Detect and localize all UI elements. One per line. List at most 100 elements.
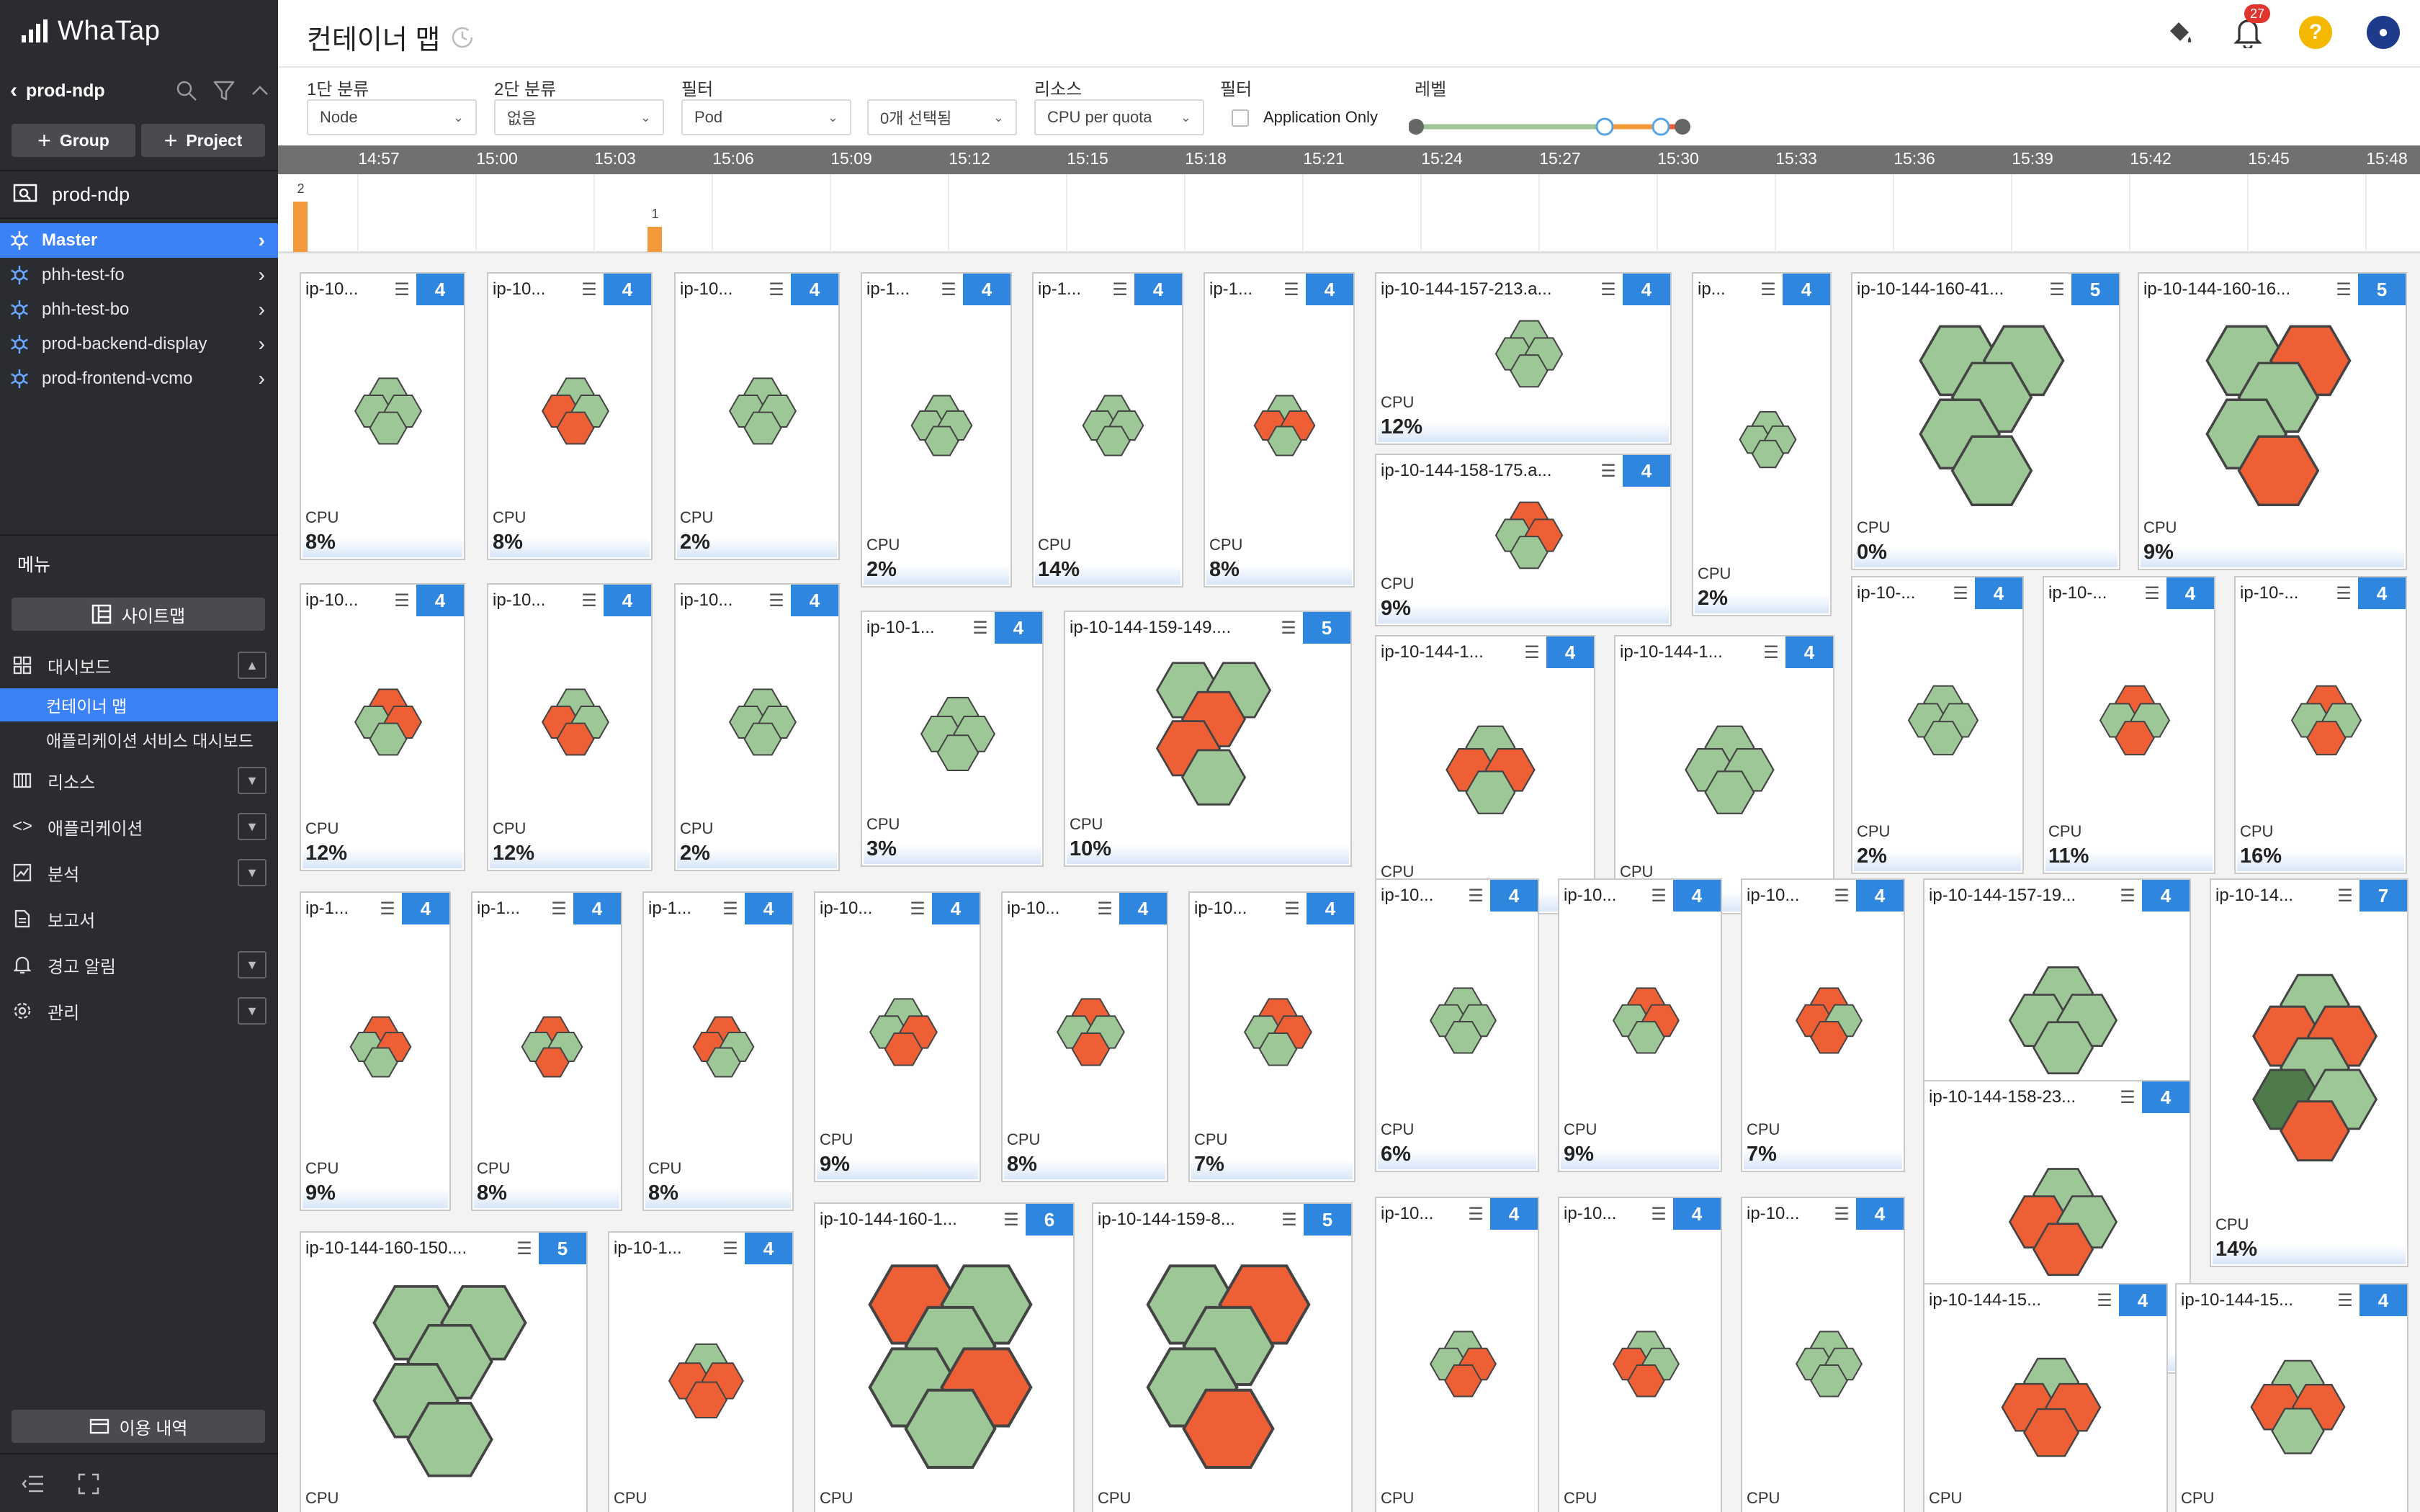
list-icon[interactable]: ☰ bbox=[1097, 899, 1113, 919]
node-name[interactable]: ip-10... bbox=[493, 590, 546, 610]
list-icon[interactable]: ☰ bbox=[1760, 279, 1776, 300]
menu-application[interactable]: <> 애플리케이션 ▼ bbox=[0, 809, 278, 844]
pod-hexagon[interactable] bbox=[743, 411, 782, 445]
node-card[interactable]: ip-10... ☰ 4 CPU 2% bbox=[674, 272, 840, 560]
pod-hexagon[interactable] bbox=[1626, 1020, 1665, 1054]
pod-hexagon-cluster[interactable] bbox=[1429, 986, 1497, 1060]
node-card[interactable]: ip-10-144-1... ☰ 4 CPU 2% bbox=[1614, 635, 1834, 914]
node-card[interactable]: ip-10-144-160-41... ☰ 5 CPU 0% bbox=[1851, 272, 2120, 570]
pod-hexagon[interactable] bbox=[2032, 1223, 2094, 1276]
pod-hexagon-cluster[interactable] bbox=[1907, 683, 1979, 762]
node-card[interactable]: ip-10-144-159-8... ☰ 5 CPU 13% bbox=[1092, 1202, 1353, 1512]
node-name[interactable]: ip-10-144-159-8... bbox=[1098, 1210, 1235, 1229]
node-card[interactable]: ip-10... ☰ 4 CPU 9% bbox=[1558, 878, 1722, 1172]
node-name[interactable]: ip-10-... bbox=[2240, 583, 2299, 603]
node-name[interactable]: ip-10-14... bbox=[2215, 886, 2294, 905]
collapse-sidebar-icon[interactable] bbox=[22, 1474, 45, 1494]
list-icon[interactable]: ☰ bbox=[1281, 618, 1296, 638]
chevron-right-icon[interactable]: › bbox=[258, 333, 265, 355]
pod-hexagon-cluster[interactable] bbox=[2099, 683, 2171, 762]
list-icon[interactable]: ☰ bbox=[2336, 583, 2352, 603]
user-avatar[interactable]: ● bbox=[2365, 14, 2401, 50]
pod-hexagon[interactable] bbox=[534, 1047, 570, 1078]
pod-hexagon[interactable] bbox=[1510, 536, 1549, 570]
pod-hexagon[interactable] bbox=[363, 1047, 399, 1078]
node-name[interactable]: ip-1... bbox=[866, 279, 910, 299]
node-name[interactable]: ip-10... bbox=[305, 279, 359, 299]
pod-hexagon-cluster[interactable] bbox=[2000, 1355, 2102, 1464]
filter-type-select[interactable]: Pod ⌄ bbox=[681, 99, 851, 135]
chevron-down-icon[interactable]: ▼ bbox=[238, 813, 266, 840]
pod-hexagon[interactable] bbox=[924, 426, 960, 456]
list-icon[interactable]: ☰ bbox=[722, 899, 738, 919]
node-card[interactable]: ip-1... ☰ 4 CPU 9% bbox=[300, 891, 451, 1211]
pod-hexagon[interactable] bbox=[1809, 1364, 1848, 1398]
event-timeline[interactable]: 14:57 15:00 15:03 15:06 15:09 15:12 15:15 15:18… bbox=[278, 145, 2420, 253]
chevron-down-icon[interactable]: ▼ bbox=[238, 767, 266, 794]
submenu-container-map[interactable]: 컨테이너 맵 bbox=[0, 688, 278, 721]
pod-hexagon-cluster[interactable] bbox=[2007, 963, 2119, 1082]
list-icon[interactable]: ☰ bbox=[394, 590, 410, 611]
category2-select[interactable]: 없음 ⌄ bbox=[494, 99, 664, 135]
node-card[interactable]: ip-10-144-160-16... ☰ 5 CPU 9% bbox=[2138, 272, 2407, 570]
node-card[interactable]: ip-10-144-158-175.a... ☰ 4 CPU 9% bbox=[1375, 454, 1672, 626]
pod-hexagon[interactable] bbox=[936, 734, 980, 772]
namespace-item[interactable]: phh-test-fo › bbox=[0, 258, 278, 292]
pod-hexagon[interactable] bbox=[1923, 721, 1963, 756]
node-name[interactable]: ip-10... bbox=[1564, 886, 1617, 905]
list-icon[interactable]: ☰ bbox=[516, 1238, 532, 1259]
pod-hexagon[interactable] bbox=[1443, 1020, 1482, 1054]
pod-hexagon[interactable] bbox=[1095, 426, 1131, 456]
pod-hexagon[interactable] bbox=[706, 1047, 742, 1078]
timeline-event-bar[interactable] bbox=[647, 227, 662, 252]
node-name[interactable]: ip... bbox=[1698, 279, 1726, 299]
list-icon[interactable]: ☰ bbox=[1281, 1210, 1297, 1230]
chevron-right-icon[interactable]: › bbox=[258, 229, 265, 251]
pod-hexagon[interactable] bbox=[2306, 721, 2347, 756]
pod-hexagon-cluster[interactable] bbox=[1494, 500, 1564, 575]
node-card[interactable]: ip-10... ☰ 4 CPU 5% bbox=[1741, 1197, 1905, 1512]
pod-hexagon-cluster[interactable] bbox=[354, 687, 423, 762]
namespace-item[interactable]: prod-frontend-vcmo › bbox=[0, 361, 278, 396]
pod-hexagon-cluster[interactable] bbox=[2290, 683, 2362, 762]
submenu-app-service-dashboard[interactable]: 애플리케이션 서비스 대시보드 bbox=[46, 732, 254, 750]
pod-hexagon[interactable] bbox=[556, 722, 595, 756]
pod-hexagon-cluster[interactable] bbox=[910, 393, 973, 462]
cluster-context[interactable]: prod-ndp bbox=[0, 176, 278, 213]
pod-hexagon[interactable] bbox=[1465, 770, 1516, 814]
menu-report[interactable]: 보고서 bbox=[0, 901, 278, 936]
namespace-item[interactable]: phh-test-bo › bbox=[0, 292, 278, 327]
node-name[interactable]: ip-10... bbox=[1007, 899, 1060, 918]
pod-hexagon-cluster[interactable] bbox=[1253, 393, 1316, 462]
node-card[interactable]: ip-10-... ☰ 4 CPU 11% bbox=[2043, 576, 2215, 874]
node-card[interactable]: ip-10-144-157-213.a... ☰ 4 CPU 12% bbox=[1375, 272, 1672, 445]
list-icon[interactable]: ☰ bbox=[1834, 886, 1850, 906]
node-card[interactable]: ip-10... ☰ 4 CPU 12% bbox=[300, 583, 465, 871]
pod-hexagon-cluster[interactable] bbox=[1429, 1329, 1497, 1403]
node-card[interactable]: ip-10... ☰ 4 CPU 8% bbox=[300, 272, 465, 560]
node-name[interactable]: ip-10-... bbox=[2048, 583, 2107, 603]
pod-hexagon-cluster[interactable] bbox=[692, 1014, 755, 1084]
filter-selection-select[interactable]: 0개 선택됨 ⌄ bbox=[867, 99, 1017, 135]
list-icon[interactable]: ☰ bbox=[972, 618, 988, 638]
node-name[interactable]: ip-10... bbox=[680, 590, 733, 610]
list-icon[interactable]: ☰ bbox=[2144, 583, 2160, 603]
pod-hexagon[interactable] bbox=[369, 722, 408, 756]
history-clock-icon[interactable] bbox=[450, 25, 475, 50]
list-icon[interactable]: ☰ bbox=[722, 1238, 738, 1259]
namespace-item[interactable]: Master › bbox=[0, 223, 278, 258]
list-icon[interactable]: ☰ bbox=[1524, 642, 1540, 662]
list-icon[interactable]: ☰ bbox=[1003, 1210, 1019, 1230]
list-icon[interactable]: ☰ bbox=[2097, 1290, 2112, 1310]
node-name[interactable]: ip-10-... bbox=[1857, 583, 1916, 603]
list-icon[interactable]: ☰ bbox=[768, 279, 784, 300]
list-icon[interactable]: ☰ bbox=[1651, 886, 1667, 906]
node-name[interactable]: ip-10-144-15... bbox=[2181, 1290, 2294, 1310]
notification-bell[interactable]: 27 bbox=[2230, 4, 2270, 50]
pod-hexagon[interactable] bbox=[2237, 435, 2319, 507]
node-card[interactable]: ip-10-144-160-1... ☰ 6 CPU 9% bbox=[814, 1202, 1075, 1512]
list-icon[interactable]: ☰ bbox=[768, 590, 784, 611]
menu-alert[interactable]: 경고 알림 ▼ bbox=[0, 948, 278, 982]
pod-hexagon[interactable] bbox=[1809, 1020, 1848, 1054]
list-icon[interactable]: ☰ bbox=[941, 279, 956, 300]
